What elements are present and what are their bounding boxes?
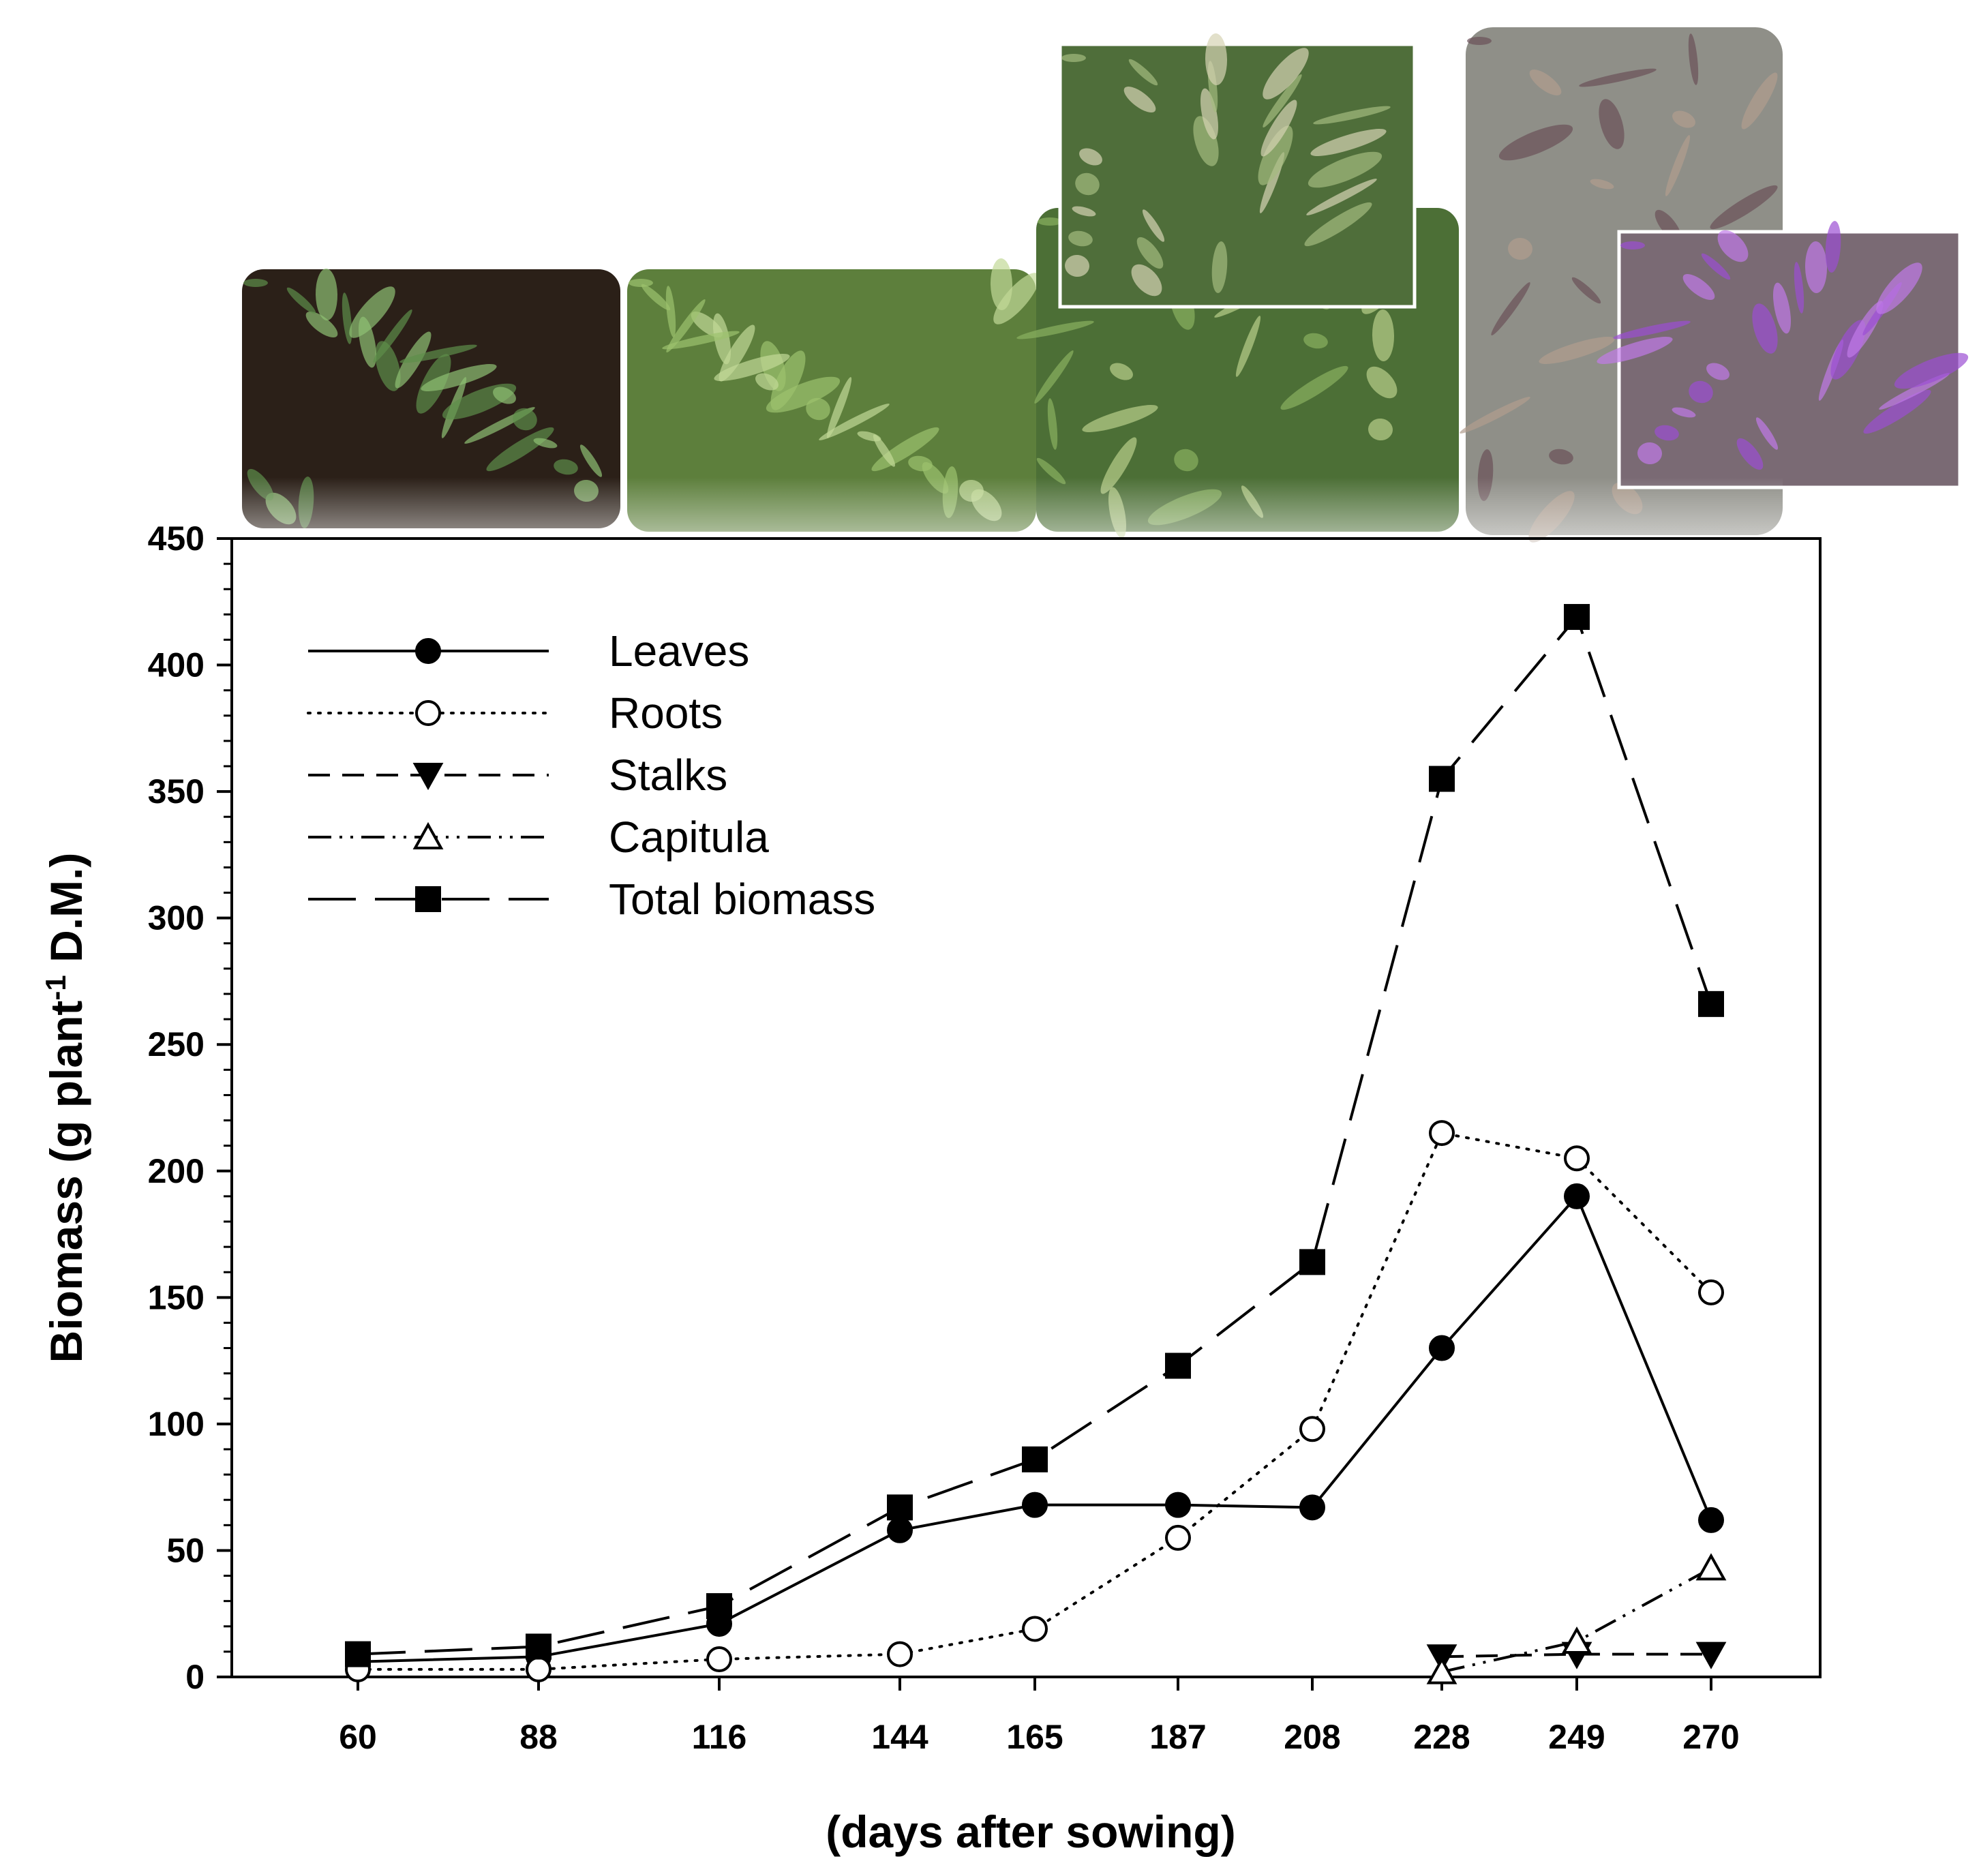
legend-marker <box>415 886 441 912</box>
purple-flower-inset-photo <box>1597 221 1969 489</box>
data-point-roots <box>1429 1120 1455 1147</box>
data-point-capitula <box>1561 1626 1592 1654</box>
y-axis: 0 50 100 150 200 250 300 350 400 450 <box>148 519 232 1696</box>
data-point-total-biomass <box>1429 766 1455 792</box>
series-line-stalks <box>1441 1652 1711 1659</box>
data-point-leaves <box>1429 1335 1455 1361</box>
y-axis-title-superscript: -1 <box>40 975 72 1000</box>
y-axis-title-end: D.M.) <box>41 853 91 975</box>
y-tick-label: 0 <box>185 1658 205 1696</box>
photo-strip <box>242 27 1969 593</box>
data-point-roots <box>887 1641 913 1667</box>
photo-fade <box>242 477 1783 593</box>
legend-item: Capitula <box>308 813 769 862</box>
data-point-total-biomass <box>1022 1446 1048 1472</box>
legend: Leaves Roots Stalks Capitula Total biomass <box>307 626 875 924</box>
legend-item: Leaves <box>308 626 749 676</box>
data-point-leaves <box>1165 1492 1191 1518</box>
data-point-total-biomass <box>887 1494 913 1521</box>
legend-item: Stalks <box>308 751 727 800</box>
legend-label: Stalks <box>609 751 727 800</box>
y-tick-label: 50 <box>166 1531 205 1569</box>
data-point-total-biomass <box>1165 1352 1191 1379</box>
legend-label: Total biomass <box>609 875 875 924</box>
series-line-leaves <box>357 1194 1712 1663</box>
x-tick-label: 249 <box>1548 1718 1605 1756</box>
y-tick-label: 350 <box>148 772 205 811</box>
legend-item: Total biomass <box>308 875 875 924</box>
data-point-leaves <box>887 1517 913 1543</box>
data-point-total-biomass <box>1564 604 1590 631</box>
legend-marker <box>412 763 444 791</box>
data-point-leaves <box>1564 1183 1590 1209</box>
data-point-leaves <box>1698 1507 1724 1533</box>
data-point-total-biomass <box>345 1641 371 1667</box>
data-point-total-biomass <box>1698 990 1724 1017</box>
bud-inset-photo <box>1058 33 1417 309</box>
legend-item: Roots <box>307 689 723 738</box>
x-axis-title: (days after sowing) <box>826 1806 1235 1857</box>
rosette-photo <box>627 258 1040 532</box>
data-point-roots <box>1022 1616 1048 1642</box>
plot-frame <box>230 537 1822 1678</box>
data-point-total-biomass <box>526 1633 552 1660</box>
legend-marker <box>412 821 444 849</box>
data-point-roots <box>706 1646 732 1673</box>
x-tick-label: 165 <box>1006 1718 1063 1756</box>
y-tick-label: 150 <box>148 1278 205 1316</box>
x-tick-label: 60 <box>339 1718 377 1756</box>
x-tick-label: 144 <box>871 1718 928 1756</box>
data-point-capitula <box>1426 1656 1457 1684</box>
data-point-capitula <box>1695 1553 1727 1581</box>
x-axis: 60 88 116 144 165 187 208 228 249 270 <box>339 1677 1740 1756</box>
x-tick-label: 208 <box>1284 1718 1340 1756</box>
y-axis-title-main: Biomass (g plant <box>41 1001 91 1363</box>
data-point-stalks <box>1695 1642 1727 1669</box>
data-point-roots <box>1698 1279 1724 1305</box>
y-axis-title: Biomass (g plant-1 D.M.) <box>40 853 91 1363</box>
y-tick-label: 200 <box>148 1152 205 1190</box>
data-point-roots <box>1564 1145 1590 1172</box>
y-tick-label: 250 <box>148 1025 205 1063</box>
seedling-photo <box>242 269 620 528</box>
data-point-leaves <box>1299 1494 1325 1521</box>
y-tick-label: 450 <box>148 519 205 558</box>
data-point-total-biomass <box>706 1593 732 1620</box>
data-point-roots <box>1299 1416 1325 1442</box>
data-point-roots <box>1165 1524 1191 1551</box>
series-line-roots <box>357 1131 1712 1671</box>
data-point-roots <box>526 1656 552 1682</box>
y-tick-label: 300 <box>148 899 205 937</box>
x-tick-label: 88 <box>519 1718 558 1756</box>
legend-marker <box>415 700 441 726</box>
x-tick-label: 116 <box>692 1718 747 1756</box>
legend-label: Roots <box>609 689 723 738</box>
y-tick-label: 100 <box>148 1405 205 1443</box>
legend-label: Capitula <box>609 813 769 862</box>
x-tick-label: 228 <box>1413 1718 1470 1756</box>
legend-marker <box>415 638 441 664</box>
x-tick-label: 270 <box>1682 1718 1739 1756</box>
series-line-total-biomass <box>357 614 1712 1656</box>
data-point-total-biomass <box>1299 1249 1325 1275</box>
data-point-leaves <box>1022 1492 1048 1518</box>
legend-label: Leaves <box>609 626 749 676</box>
y-tick-label: 400 <box>148 646 205 684</box>
x-tick-label: 187 <box>1149 1718 1206 1756</box>
series-layer <box>345 604 1727 1684</box>
